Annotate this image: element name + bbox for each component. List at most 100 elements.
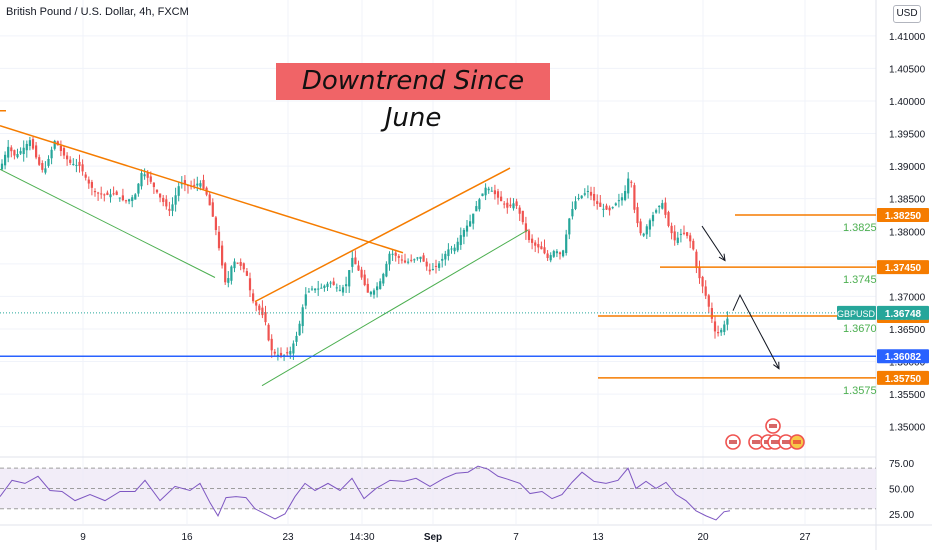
- price-tick-label: 1.38500: [889, 195, 926, 206]
- candle-body: [434, 265, 438, 267]
- candle-body: [627, 178, 630, 194]
- candle-body: [90, 181, 93, 188]
- candle-body: [155, 189, 159, 193]
- candle-body: [298, 323, 301, 336]
- candle-body: [112, 193, 115, 195]
- candle-body: [106, 192, 109, 195]
- candle-body: [611, 207, 614, 209]
- arrow-down-1-head: [718, 253, 726, 262]
- price-tick-label: 1.40000: [889, 97, 926, 108]
- candle-body: [475, 206, 478, 212]
- candle-body: [580, 195, 583, 199]
- candle-body: [264, 312, 267, 323]
- candle-body: [695, 251, 698, 269]
- candle-body: [75, 164, 78, 166]
- candle-body: [506, 202, 509, 208]
- candle-body: [28, 140, 31, 146]
- candle-body: [310, 288, 314, 290]
- candle-body: [686, 232, 689, 236]
- candle-body: [35, 145, 38, 158]
- candle-body: [199, 183, 202, 187]
- up-channel-support[interactable]: [261, 229, 529, 387]
- candle-body: [270, 338, 273, 351]
- candle-body: [679, 233, 682, 235]
- candle-body: [369, 291, 372, 295]
- candle-body: [577, 198, 580, 200]
- candle-body: [196, 183, 199, 186]
- candle-body: [224, 263, 227, 283]
- candle-body: [276, 354, 279, 356]
- candle-body: [487, 188, 490, 191]
- candle-body: [410, 259, 413, 261]
- candle-body: [589, 191, 593, 196]
- candle-body: [416, 257, 419, 259]
- symbol-title: British Pound / U.S. Dollar, 4h, FXCM: [6, 6, 189, 18]
- candle-body: [177, 186, 180, 196]
- last-price-tag-text: 1.36748: [885, 309, 922, 320]
- candle-body: [558, 252, 562, 255]
- candle-body: [704, 286, 707, 296]
- arrow-down-2[interactable]: [732, 293, 780, 369]
- candle-body: [388, 253, 391, 265]
- candle-body: [227, 278, 230, 283]
- candle-body: [53, 140, 56, 149]
- candle-body: [267, 324, 270, 341]
- down-channel-support[interactable]: [0, 168, 216, 278]
- candle-body: [236, 262, 239, 264]
- candle-body: [165, 199, 168, 207]
- flag-stripe: [752, 440, 760, 444]
- candle-body: [233, 261, 236, 269]
- up-channel-resistance[interactable]: [254, 167, 511, 303]
- candle-body: [208, 194, 211, 206]
- candle-body: [273, 351, 276, 354]
- candle-body: [62, 148, 66, 156]
- candle-body: [100, 193, 103, 195]
- candle-body: [360, 269, 363, 278]
- candle-body: [202, 179, 205, 189]
- candle-body: [571, 208, 574, 217]
- arrow-down-1[interactable]: [701, 225, 726, 261]
- candle-body: [720, 329, 723, 333]
- candle-body: [428, 269, 431, 272]
- price-tick-label: 1.36500: [889, 325, 926, 336]
- candle-body: [115, 191, 118, 195]
- candle-body: [279, 352, 283, 356]
- currency-button[interactable]: USD: [893, 5, 921, 23]
- candle-body: [72, 163, 75, 165]
- candle-body: [329, 282, 332, 284]
- candle-body: [372, 290, 376, 295]
- candle-body: [596, 201, 599, 204]
- candle-body: [97, 192, 100, 194]
- candle-body: [503, 203, 506, 205]
- candle-body: [304, 294, 307, 306]
- rsi-line[interactable]: [0, 465, 731, 521]
- candle-body: [295, 335, 298, 342]
- candle-body: [608, 207, 611, 211]
- candle-body: [707, 295, 710, 307]
- candle-body: [425, 261, 428, 267]
- candle-body: [509, 204, 512, 207]
- candle-body: [620, 197, 624, 201]
- price-tick-label: 1.38000: [889, 227, 926, 238]
- price-axis-tag: [877, 349, 929, 364]
- candle-body: [4, 154, 7, 166]
- candle-body: [664, 202, 667, 215]
- candle-body: [593, 193, 596, 201]
- annotation-banner: Downtrend Since June: [276, 63, 550, 133]
- candle-body: [670, 225, 673, 234]
- candle-body: [527, 230, 531, 241]
- candle-body: [320, 287, 323, 289]
- candle-body: [673, 231, 676, 241]
- candle-body: [723, 324, 726, 332]
- candle-body: [41, 163, 44, 170]
- level-value-label: 1.3745: [843, 274, 877, 286]
- down-channel-resistance[interactable]: [0, 125, 404, 254]
- candle-body: [314, 288, 317, 291]
- level-value-label: 1.3575: [843, 385, 877, 397]
- candle-body: [59, 145, 62, 152]
- candle-body: [667, 212, 670, 226]
- candle-body: [25, 143, 28, 151]
- candle-body: [614, 203, 617, 206]
